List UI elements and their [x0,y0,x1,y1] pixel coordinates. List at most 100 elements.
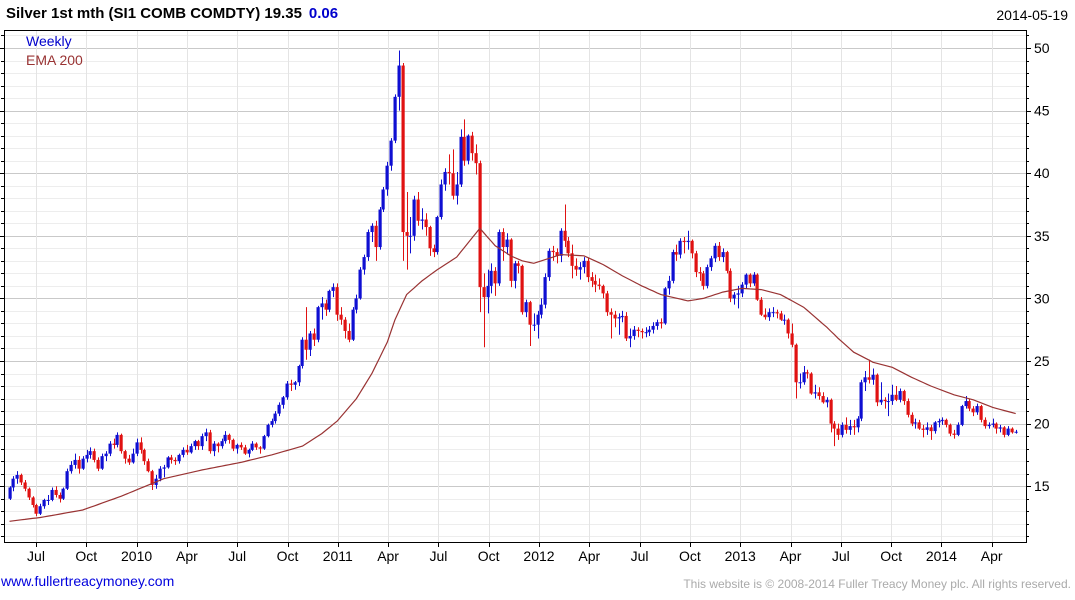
candle-body [11,478,15,488]
candle-body [131,453,135,463]
candle-body [177,454,181,462]
candle-body [378,209,382,248]
candle-body [890,394,894,402]
candle-body [158,468,162,479]
candle-body [115,434,119,445]
candle-body [65,471,69,489]
candle-body [358,269,362,299]
candle-body [725,252,729,271]
chart-legend: Weekly EMA 200 [26,32,83,70]
y-axis-label: 50 [1034,40,1050,56]
candle-body [443,171,447,185]
candle-body [162,467,166,469]
candle-body [582,260,586,268]
candle-body [543,277,547,305]
candle-body [285,383,289,398]
candle-body [578,267,582,270]
candle-body [38,506,42,514]
candle-body [555,252,559,256]
candle-body [88,451,92,455]
candle-body [42,499,46,507]
candle-body [956,424,960,435]
candle-body [906,401,910,415]
candle-body [316,307,320,340]
candle-body [119,434,123,452]
candle-body [644,332,648,334]
candle-body [813,392,817,394]
candle-body [636,329,640,331]
candle-body [451,173,455,196]
candle-body [736,293,740,295]
candle-body [775,312,779,314]
candle-body [802,372,806,383]
candle-body [343,319,347,331]
candle-body [559,230,563,256]
candle-body [231,439,235,449]
candle-body [744,274,748,285]
candle-body [432,248,436,253]
candle-body [435,217,439,253]
candle-body [944,419,948,425]
y-axis-label: 20 [1034,416,1050,432]
candle-body [971,408,975,413]
candle-body [54,489,58,495]
candle-body [281,397,285,405]
x-axis-label: Apr [377,548,399,564]
candle-body [300,339,304,367]
candle-body [994,423,998,429]
candle-body [883,399,887,402]
candle-body [628,335,632,339]
candle-body [620,315,624,318]
x-axis-label: Jul [228,548,246,564]
candle-body [81,458,85,469]
candle-body [486,285,490,298]
candle-body [139,442,143,450]
candle-body [655,322,659,326]
candle-body [674,252,678,255]
candle-body [782,319,786,321]
x-axis-labels: Jul Oct 2010 Apr Jul Oct 2011 Apr Jul Oct 2012 Apr J… [27,548,1003,564]
legend-weekly: Weekly [26,33,72,49]
candle-body [150,471,154,485]
candle-body [1014,431,1018,433]
candle-body [910,414,914,424]
candle-body [289,383,293,385]
candle-body [420,219,424,221]
candle-body [547,250,551,278]
candle-body [389,140,393,166]
candle-body [898,391,902,400]
candle-body [590,277,594,281]
candle-body [397,65,401,97]
candle-body [848,426,852,430]
y-axis-label: 40 [1034,165,1050,181]
page-title: Silver 1st mth (SI1 COMB COMDTY) 19.35 [6,5,302,22]
candle-body [524,302,528,313]
candle-body [354,298,358,310]
candle-body [204,432,208,437]
candle-body [528,302,532,325]
candle-body [100,456,104,469]
candle-body [790,333,794,345]
candle-body [886,401,890,403]
candle-body [34,504,38,514]
candle-body [728,270,732,299]
candle-body [832,423,836,429]
candle-body [254,443,258,448]
candle-body [667,280,671,289]
candle-body [609,312,613,315]
candle-body [23,482,27,489]
candle-body [15,474,19,479]
candle-body [223,434,227,442]
candle-body [146,461,150,472]
candle-body [489,270,493,286]
candle-body [196,441,200,447]
price-change: 0.06 [308,5,339,22]
candle-body [859,382,863,419]
candle-body [671,252,675,281]
candle-body [58,494,62,499]
footer-site-link[interactable]: www.fullertreacymoney.com [1,573,175,589]
candle-body [505,239,509,248]
candle-body [617,317,621,319]
candle-body [200,436,204,447]
candle-body [273,413,277,422]
